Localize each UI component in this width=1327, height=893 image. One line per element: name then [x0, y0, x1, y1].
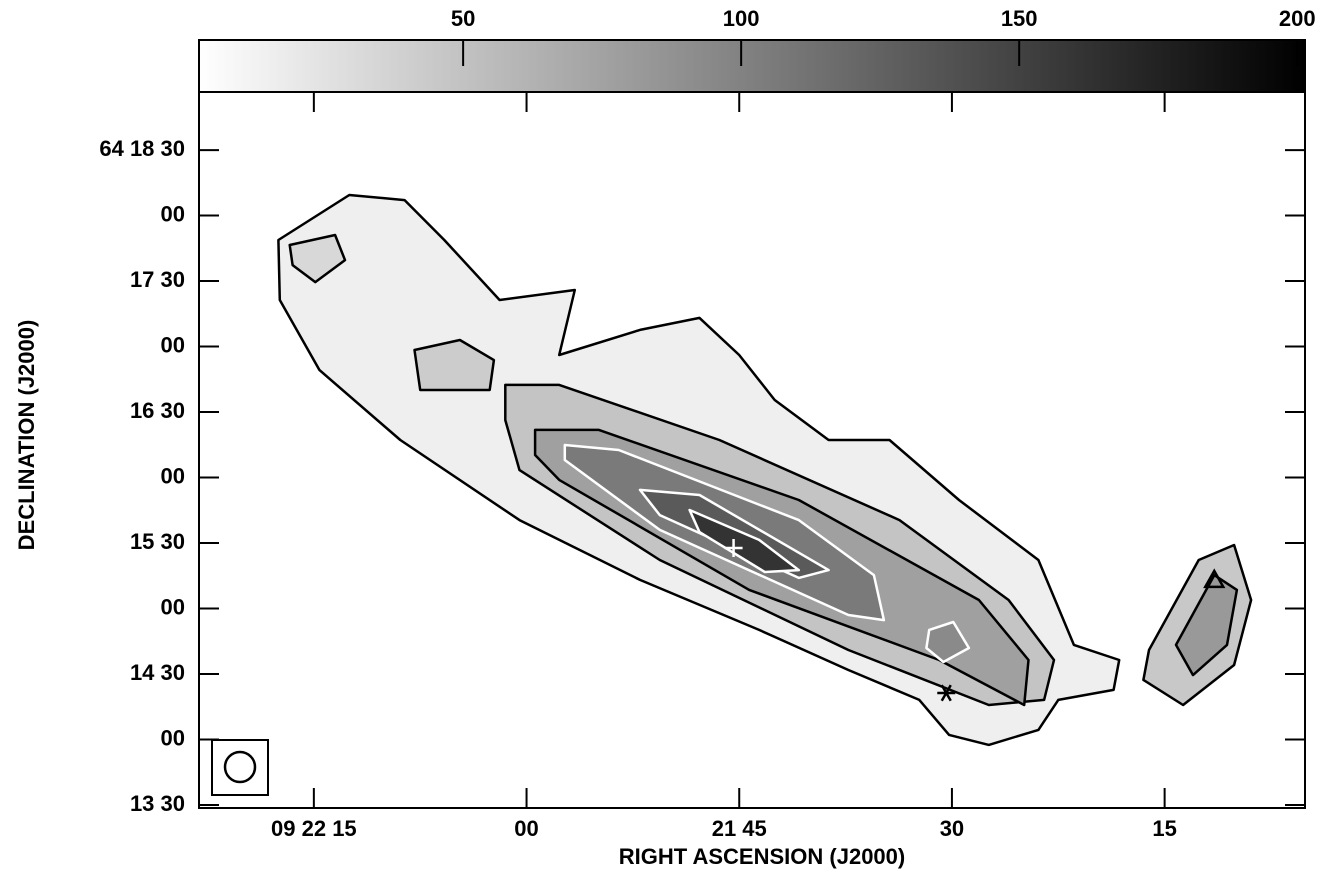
- y-tick-label: 00: [161, 332, 185, 357]
- marker-star: [937, 684, 956, 702]
- x-tick-label: 09 22 15: [271, 816, 357, 841]
- x-tick-label: 30: [940, 816, 964, 841]
- marker-triangle: [1203, 568, 1226, 589]
- beam: [223, 750, 257, 784]
- colorbar-tick-label: 100: [723, 6, 760, 31]
- x-tick-label: 15: [1152, 816, 1176, 841]
- colorbar-tick-label: 150: [1001, 6, 1038, 31]
- y-tick-label: 00: [161, 594, 185, 619]
- contour: [413, 338, 496, 392]
- y-tick-label: 15 30: [130, 529, 185, 554]
- y-tick-label: 64 18 30: [99, 136, 185, 161]
- y-tick-label: 00: [161, 463, 185, 488]
- colorbar: [198, 39, 1306, 93]
- beam-box: [211, 739, 269, 796]
- contour: [925, 620, 971, 664]
- y-tick-label: 17 30: [130, 267, 185, 292]
- contour: [288, 233, 347, 284]
- y-tick-label: 00: [161, 725, 185, 750]
- x-tick-label: 00: [514, 816, 538, 841]
- y-tick-label: 14 30: [130, 660, 185, 685]
- y-tick-label: 16 30: [130, 398, 185, 423]
- y-tick-label: 00: [161, 201, 185, 226]
- colorbar-tick-label: 200: [1279, 6, 1316, 31]
- y-axis-title: DECLINATION (J2000): [14, 320, 39, 551]
- x-tick-label: 21 45: [712, 816, 767, 841]
- x-axis-title: RIGHT ASCENSION (J2000): [619, 844, 905, 869]
- colorbar-tick-label: 50: [451, 6, 475, 31]
- y-tick-label: 13 30: [130, 791, 185, 816]
- marker-cross: [724, 539, 743, 558]
- contour: [688, 508, 801, 574]
